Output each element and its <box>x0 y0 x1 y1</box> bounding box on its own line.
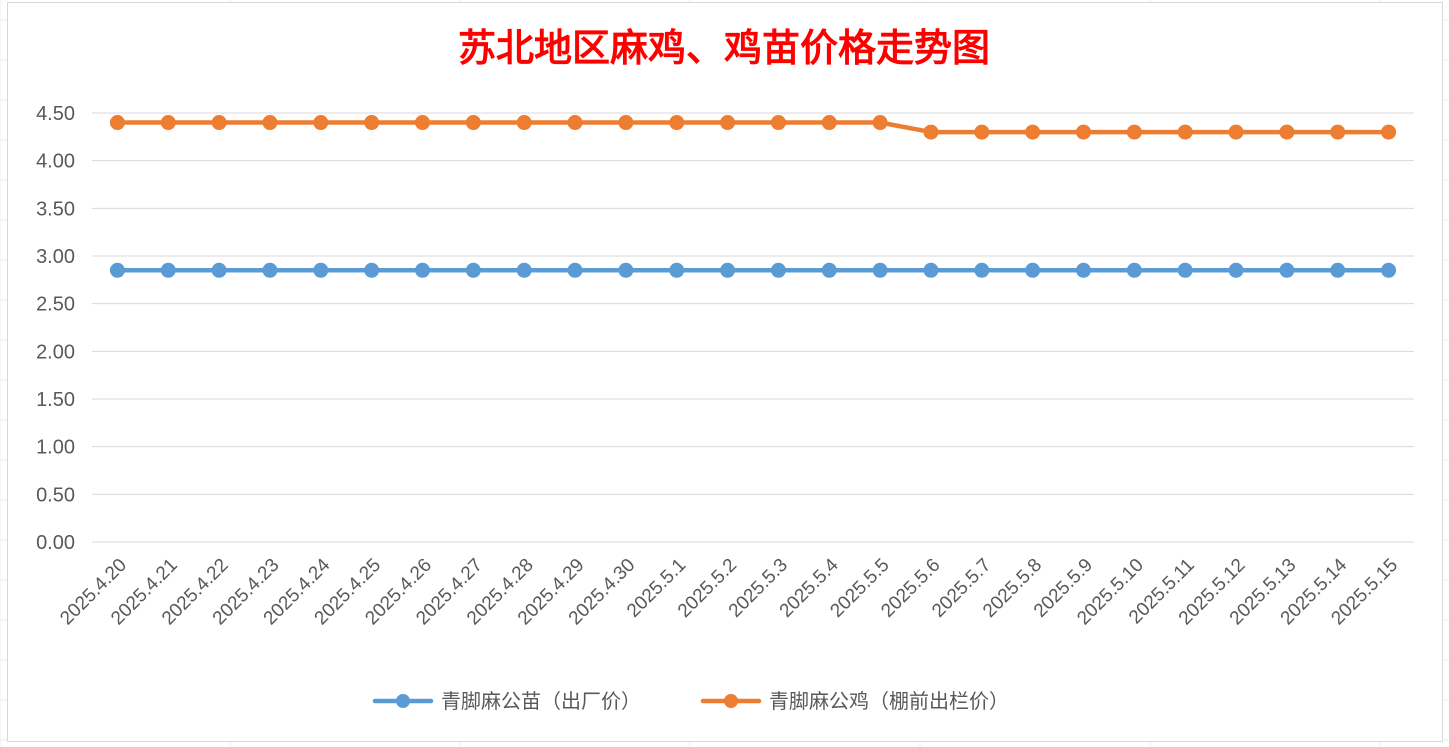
data-point[interactable] <box>313 262 329 278</box>
data-point[interactable] <box>1228 124 1244 140</box>
data-point[interactable] <box>567 262 583 278</box>
data-point[interactable] <box>720 262 736 278</box>
y-tick-label: 4.50 <box>36 103 75 125</box>
y-tick-label: 0.00 <box>36 532 75 554</box>
data-point[interactable] <box>1076 124 1091 140</box>
data-point[interactable] <box>1076 262 1091 278</box>
data-point[interactable] <box>516 115 532 131</box>
data-point[interactable] <box>1177 124 1193 140</box>
data-point[interactable] <box>262 115 278 131</box>
data-point[interactable] <box>415 115 430 131</box>
data-point[interactable] <box>821 262 837 278</box>
data-point[interactable] <box>923 262 939 278</box>
data-point[interactable] <box>1330 124 1346 140</box>
data-point[interactable] <box>1126 262 1142 278</box>
data-point[interactable] <box>770 262 786 278</box>
data-point[interactable] <box>821 115 837 131</box>
data-point[interactable] <box>516 262 532 278</box>
data-point[interactable] <box>262 262 278 278</box>
y-tick-label: 1.50 <box>36 389 75 411</box>
chart-title: 苏北地区麻鸡、鸡苗价格走势图 <box>458 25 990 70</box>
data-point[interactable] <box>211 262 227 278</box>
legend-item[interactable]: 青脚麻公苗（出厂价） <box>372 689 641 713</box>
data-point[interactable] <box>465 262 481 278</box>
legend-marker <box>724 694 738 708</box>
series-lines <box>109 115 1397 278</box>
y-axis-ticks: 0.00 0.50 1.00 1.50 2.00 2.50 3.00 3.50 4.00 4.50 <box>36 103 75 554</box>
data-point[interactable] <box>415 262 430 278</box>
data-point[interactable] <box>1279 124 1295 140</box>
data-point[interactable] <box>618 262 634 278</box>
data-point[interactable] <box>160 262 176 278</box>
data-point[interactable] <box>364 115 380 131</box>
series-line <box>115 120 1391 135</box>
y-tick-label: 1.00 <box>36 437 75 459</box>
data-point[interactable] <box>974 262 990 278</box>
data-point[interactable] <box>618 115 634 131</box>
legend-label: 青脚麻公苗（出厂价） <box>441 689 641 713</box>
data-point[interactable] <box>974 124 990 140</box>
legend: 青脚麻公苗（出厂价） 青脚麻公鸡（棚前出栏价） <box>372 689 1009 713</box>
y-tick-label: 3.00 <box>36 246 75 268</box>
y-tick-label: 4.00 <box>36 151 75 173</box>
data-point[interactable] <box>109 115 125 131</box>
data-point[interactable] <box>1279 262 1295 278</box>
y-tick-label: 2.00 <box>36 341 75 363</box>
data-point[interactable] <box>313 115 329 131</box>
data-point[interactable] <box>872 262 888 278</box>
data-point[interactable] <box>1228 262 1244 278</box>
data-point[interactable] <box>465 115 481 131</box>
data-point[interactable] <box>364 262 380 278</box>
data-point[interactable] <box>211 115 227 131</box>
data-point[interactable] <box>720 115 736 131</box>
data-point[interactable] <box>1381 124 1397 140</box>
y-tick-label: 3.50 <box>36 198 75 220</box>
legend-label: 青脚麻公鸡（棚前出栏价） <box>769 689 1009 713</box>
series-1 <box>109 262 1397 278</box>
series-2 <box>109 115 1397 140</box>
data-point[interactable] <box>770 115 786 131</box>
y-tick-label: 2.50 <box>36 294 75 316</box>
data-point[interactable] <box>1177 262 1193 278</box>
data-point[interactable] <box>109 262 125 278</box>
data-point[interactable] <box>1126 124 1142 140</box>
data-point[interactable] <box>1025 262 1041 278</box>
data-point[interactable] <box>567 115 583 131</box>
data-point[interactable] <box>1025 124 1041 140</box>
data-point[interactable] <box>872 115 888 131</box>
data-point[interactable] <box>669 115 685 131</box>
data-point[interactable] <box>160 115 176 131</box>
legend-marker <box>396 694 410 708</box>
y-tick-label: 0.50 <box>36 484 75 506</box>
legend-item[interactable]: 青脚麻公鸡（棚前出栏价） <box>700 689 1009 713</box>
x-axis-ticks: 2025.4.202025.4.212025.4.222025.4.232025… <box>56 554 1402 629</box>
data-point[interactable] <box>1381 262 1397 278</box>
data-point[interactable] <box>923 124 939 140</box>
data-point[interactable] <box>1330 262 1346 278</box>
data-point[interactable] <box>669 262 685 278</box>
gridlines <box>92 112 1414 543</box>
